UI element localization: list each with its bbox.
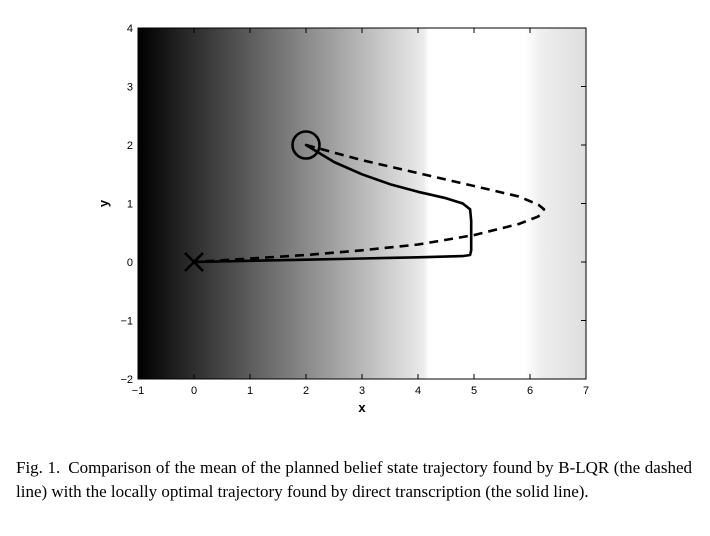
x-tick-label: 5: [471, 385, 477, 397]
y-tick-label: −2: [120, 374, 133, 386]
marker-layer: [184, 130, 321, 272]
x-tick-label: 3: [359, 385, 365, 397]
x-tick-label: 7: [583, 385, 589, 397]
y-tick-label: 0: [127, 257, 133, 269]
y-tick-label: −1: [120, 316, 133, 328]
caption-label: Fig. 1.: [16, 458, 61, 477]
x-tick-label: 1: [247, 385, 253, 397]
dashed-trajectory-line: [193, 143, 546, 264]
y-tick-label: 4: [127, 23, 133, 35]
goal-x-marker: [184, 252, 204, 272]
y-axis-label: y: [96, 199, 111, 207]
figure-caption: Fig. 1. Comparison of the mean of the pla…: [16, 456, 692, 504]
series-layer: [192, 143, 546, 264]
solid-trajectory-line: [192, 143, 473, 264]
x-tick-label: 6: [527, 385, 533, 397]
y-tick-label: 3: [127, 82, 133, 94]
y-tick-label: 1: [127, 199, 133, 211]
x-tick-label: 4: [415, 385, 421, 397]
y-tick-label: 2: [127, 140, 133, 152]
x-tick-label: 2: [303, 385, 309, 397]
x-axis-label: x: [358, 400, 366, 415]
start-circle-marker: [291, 130, 321, 160]
plot-background: [138, 28, 586, 379]
caption-text: Comparison of the mean of the planned be…: [16, 458, 692, 501]
x-tick-label: 0: [191, 385, 197, 397]
x-tick-label: −1: [132, 385, 145, 397]
